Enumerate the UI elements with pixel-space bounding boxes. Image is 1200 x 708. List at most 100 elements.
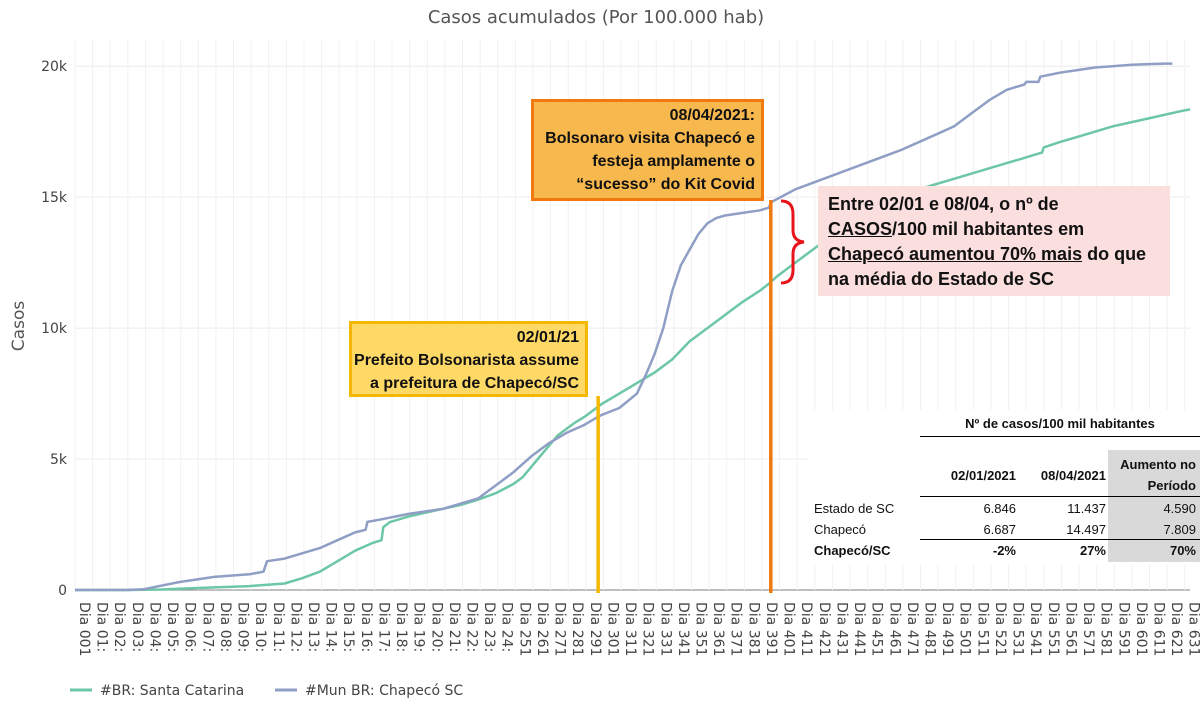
x-tick-label: Dia 271 bbox=[552, 602, 568, 656]
x-tick-label: Dia 371 bbox=[728, 602, 744, 656]
x-tick-label: Dia 521 bbox=[992, 602, 1008, 656]
x-tick-label: Dia 02: bbox=[111, 602, 127, 652]
comparison-highlight: CASOS bbox=[828, 219, 893, 239]
series-line-0 bbox=[75, 108, 1191, 592]
x-tick-label: Dia 431 bbox=[833, 602, 849, 656]
x-tick-label: Dia 18: bbox=[393, 602, 409, 652]
x-tick-label: Dia 07: bbox=[199, 602, 215, 652]
y-tick-label: 20k bbox=[41, 59, 68, 75]
x-tick-label: Dia 491 bbox=[939, 602, 955, 656]
table-rule bbox=[920, 539, 1200, 540]
table-cell: -2% bbox=[992, 543, 1016, 558]
comparison-line: CASOS/100 mil habitantes em bbox=[828, 217, 1170, 242]
x-tick-label: Dia 621 bbox=[1168, 602, 1184, 656]
series-line-1 bbox=[75, 62, 1173, 592]
x-tick-label: Dia 591 bbox=[1115, 602, 1131, 656]
x-tick-label: Dia 05: bbox=[164, 602, 180, 652]
annotation-date: 08/04/2021: bbox=[669, 107, 755, 124]
x-tick-label: Dia 311 bbox=[622, 602, 638, 656]
table-highlight-column bbox=[1108, 450, 1200, 562]
x-tick-label: Dia 15: bbox=[340, 602, 356, 652]
table-cell: 7.809 bbox=[1163, 522, 1196, 537]
x-tick-label: Dia 331 bbox=[657, 602, 673, 656]
table-cell: 4.590 bbox=[1163, 501, 1196, 516]
annotation-date: 02/01/21 bbox=[516, 329, 579, 346]
table-row-label: Estado de SC bbox=[814, 501, 895, 516]
legend-label: #BR: Santa Catarina bbox=[100, 683, 244, 699]
x-tick-label: Dia 11: bbox=[270, 602, 286, 652]
x-tick-label: Dia 19: bbox=[411, 602, 427, 652]
annotation-comparison: Entre 02/01 e 08/04, o nº de CASOS/100 m… bbox=[818, 186, 1170, 296]
x-tick-label: Dia 561 bbox=[1062, 602, 1078, 656]
legend-label: #Mun BR: Chapecó SC bbox=[305, 683, 463, 699]
comparison-text: do que bbox=[1082, 244, 1147, 264]
x-tick-label: Dia 281 bbox=[569, 602, 585, 656]
x-tick-label: Dia 251 bbox=[516, 602, 532, 656]
x-tick-label: Dia 01: bbox=[94, 602, 110, 652]
x-tick-label: Dia 22: bbox=[464, 602, 480, 652]
x-tick-label: Dia 17: bbox=[375, 602, 391, 652]
x-axis: Dia 001 Dia 01: Dia 02: Dia 03: Dia 04: Dia 0… bbox=[76, 602, 1200, 656]
annotation-prefeito: 02/01/21 Prefeito Bolsonarista assume a … bbox=[349, 321, 588, 397]
curly-brace bbox=[780, 199, 805, 285]
table-cell: 27% bbox=[1079, 543, 1106, 558]
x-tick-label: Dia 601 bbox=[1133, 602, 1149, 656]
comparison-text: /100 mil habitantes em bbox=[892, 219, 1085, 239]
x-tick-label: Dia 321 bbox=[640, 602, 656, 656]
series-lines bbox=[75, 62, 1191, 592]
x-tick-label: Dia 361 bbox=[710, 602, 726, 656]
chart-title: Casos acumulados (Por 100.000 hab) bbox=[428, 7, 764, 28]
table-caption: Nº de casos/100 mil habitantes bbox=[965, 416, 1155, 431]
x-tick-label: Dia 461 bbox=[886, 602, 902, 656]
x-tick-label: Dia 04: bbox=[146, 602, 162, 652]
x-tick-label: Dia 481 bbox=[921, 602, 937, 656]
table-rule bbox=[920, 436, 1200, 437]
table-header: 02/01/2021 bbox=[950, 468, 1016, 483]
table-header-line: Aumento no bbox=[1120, 457, 1196, 472]
x-tick-label: Dia 12: bbox=[287, 602, 303, 652]
table-cell: 11.437 bbox=[1067, 501, 1106, 516]
y-axis-label: Casos bbox=[9, 301, 29, 352]
x-tick-label: Dia 551 bbox=[1045, 602, 1061, 656]
x-tick-label: Dia 631 bbox=[1186, 602, 1200, 656]
table-row-label: Chapecó bbox=[814, 522, 867, 537]
comparison-highlight: Chapecó aumentou 70% mais bbox=[828, 244, 1083, 264]
table-header-line: Período bbox=[1147, 478, 1196, 493]
x-tick-label: Dia 21: bbox=[446, 602, 462, 652]
x-tick-label: Dia 351 bbox=[693, 602, 709, 656]
comparison-line: Entre 02/01 e 08/04, o nº de bbox=[828, 194, 1059, 214]
x-tick-label: Dia 501 bbox=[957, 602, 973, 656]
x-tick-label: Dia 451 bbox=[869, 602, 885, 656]
y-tick-label: 5k bbox=[50, 452, 68, 468]
stats-table: Nº de casos/100 mil habitantes 02/01/202… bbox=[808, 410, 1200, 565]
x-tick-label: Dia 421 bbox=[816, 602, 832, 656]
table-cell: 70% bbox=[1169, 543, 1196, 558]
y-tick-label: 0 bbox=[58, 583, 67, 599]
x-tick-label: Dia 24: bbox=[499, 602, 515, 652]
x-tick-label: Dia 571 bbox=[1080, 602, 1096, 656]
x-tick-label: Dia 411 bbox=[798, 602, 814, 656]
x-tick-label: Dia 06: bbox=[182, 602, 198, 652]
comparison-line: Chapecó aumentou 70% mais do que bbox=[828, 242, 1170, 267]
table-cell: 6.687 bbox=[983, 522, 1016, 537]
comparison-line: na média do Estado de SC bbox=[828, 269, 1055, 289]
annotation-text: festeja amplamente o bbox=[592, 153, 755, 170]
table-row-label: Chapecó/SC bbox=[814, 543, 891, 558]
x-tick-label: Dia 16: bbox=[358, 602, 374, 652]
x-tick-label: Dia 03: bbox=[129, 602, 145, 652]
y-tick-label: 15k bbox=[41, 190, 68, 206]
x-tick-label: Dia 08: bbox=[217, 602, 233, 652]
table-cell: 6.846 bbox=[983, 501, 1016, 516]
y-axis: 0 5k 10k 15k 20k bbox=[41, 59, 68, 599]
x-tick-label: Dia 291 bbox=[587, 602, 603, 656]
legend: #BR: Santa Catarina #Mun BR: Chapecó SC bbox=[70, 683, 463, 699]
annotation-text: Bolsonaro visita Chapecó e bbox=[545, 130, 755, 147]
x-tick-label: Dia 341 bbox=[675, 602, 691, 656]
x-tick-label: Dia 531 bbox=[1010, 602, 1026, 656]
y-tick-label: 10k bbox=[41, 321, 68, 337]
annotation-text: “sucesso” do Kit Covid bbox=[576, 176, 755, 193]
annotation-text: Prefeito Bolsonarista assume bbox=[354, 352, 579, 369]
x-tick-label: Dia 14: bbox=[323, 602, 339, 652]
x-tick-label: Dia 381 bbox=[745, 602, 761, 656]
